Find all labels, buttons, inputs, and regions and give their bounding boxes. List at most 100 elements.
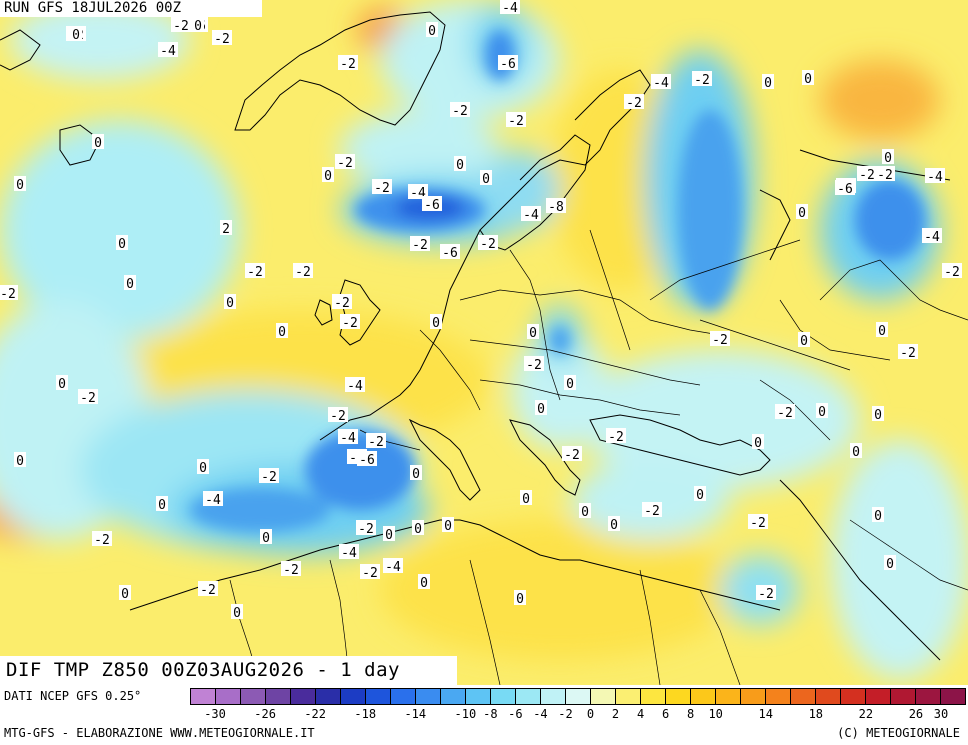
contour-label-bg xyxy=(752,434,764,449)
color-swatch xyxy=(291,689,316,704)
contour-label-bg xyxy=(259,468,279,483)
contour-label: -2 xyxy=(328,407,348,424)
color-scale-tick: 6 xyxy=(661,707,670,721)
color-swatch xyxy=(716,689,741,704)
contour-label: -2 xyxy=(562,446,582,463)
contour-label-text: -2 xyxy=(900,346,916,361)
contour-label-bg xyxy=(762,74,774,89)
contour-label-text: 0 xyxy=(420,576,428,591)
color-scale-tick: 30 xyxy=(933,707,949,721)
contour-label-text: 0 xyxy=(414,522,422,537)
contour-label-text: -2 xyxy=(214,32,230,47)
contour-label-text: -4 xyxy=(927,170,943,185)
contour-label-bg xyxy=(197,459,209,474)
contour-label-text: 0 xyxy=(522,492,530,507)
contour-label-bg xyxy=(756,585,776,600)
contour-label-bg xyxy=(203,491,223,506)
color-scale-tick: 0 xyxy=(586,707,595,721)
contour-label: 0 xyxy=(426,22,438,39)
contour-labels: -2-6-2-4-4-2-2-2-60-2-200-4-200-200-2-4-… xyxy=(0,0,962,621)
color-swatch xyxy=(216,689,241,704)
contour-label-text: 0 xyxy=(432,316,440,331)
contour-label-text: 0 xyxy=(800,334,808,349)
contour-label-text: -2 xyxy=(758,587,774,602)
contour-label-bg xyxy=(514,590,526,605)
contour-label: 0 xyxy=(410,465,422,482)
contour-label: -6 xyxy=(498,55,518,72)
contour-label-text: 0 xyxy=(754,436,762,451)
contour-label-text: -2 xyxy=(247,265,263,280)
color-swatch xyxy=(766,689,791,704)
contour-label-bg xyxy=(857,166,877,181)
contour-label: -4 xyxy=(383,558,403,575)
contour-label-text: 0 xyxy=(126,277,134,292)
temperature-anomaly-map: -2-6-2-4-4-2-2-2-60-2-200-4-200-200-2-4-… xyxy=(0,0,968,685)
color-scale-tick: -10 xyxy=(454,707,477,721)
contour-label-text: -2 xyxy=(358,522,374,537)
contour-label-bg xyxy=(816,403,828,418)
contour-label-bg xyxy=(332,294,352,309)
color-scale-tick: 10 xyxy=(708,707,723,721)
contour-label-text: -2 xyxy=(200,583,216,598)
contour-label-text: -4 xyxy=(924,230,940,245)
contour-label: 0 xyxy=(224,294,236,311)
contour-label: 0 xyxy=(276,323,288,340)
contour-label-bg xyxy=(922,228,942,243)
contour-label: -4 xyxy=(922,228,942,245)
contour-label-text: -6 xyxy=(500,57,516,72)
contour-label: -4 xyxy=(408,184,428,201)
contour-label-bg xyxy=(70,26,82,41)
color-swatch xyxy=(191,689,216,704)
color-swatch xyxy=(841,689,866,704)
contour-label-bg xyxy=(454,156,466,171)
color-swatch xyxy=(691,689,716,704)
color-scale-tick: 26 xyxy=(908,707,924,721)
contour-label: -2 xyxy=(372,179,392,196)
contour-label-bg xyxy=(124,275,136,290)
contour-label-bg xyxy=(872,406,884,421)
contour-label-bg xyxy=(408,184,428,199)
contour-label: 0 xyxy=(579,503,591,520)
contour-label-text: -4 xyxy=(502,1,518,16)
contour-label-bg xyxy=(520,490,532,505)
color-swatch xyxy=(341,689,366,704)
contour-label-text: 0 xyxy=(58,377,66,392)
contour-label-text: 0 xyxy=(764,76,772,91)
contour-label-text: -4 xyxy=(385,560,401,575)
color-scale-tick: -18 xyxy=(354,707,377,721)
contour-label: 0 xyxy=(197,459,209,476)
contour-label-bg xyxy=(500,0,520,14)
contour-label-bg xyxy=(651,74,671,89)
contour-label: -4 xyxy=(158,42,178,59)
contour-label-text: -2 xyxy=(0,287,16,302)
contour-label-text: 0 xyxy=(72,28,80,43)
contour-label-bg xyxy=(56,375,68,390)
contour-label-text: 0 xyxy=(158,498,166,513)
contour-label-text: 0 xyxy=(804,72,812,87)
contour-label-bg xyxy=(14,452,26,467)
color-scale-tick: 18 xyxy=(808,707,824,721)
contour-label: -2 xyxy=(293,263,313,280)
contour-label-bg xyxy=(345,377,365,392)
field-title: DIF TMP Z850 00Z03AUG2026 - 1 day xyxy=(0,656,457,685)
contour-label-bg xyxy=(192,17,204,32)
contour-label-bg xyxy=(624,94,644,109)
contour-label-text: -2 xyxy=(712,333,728,348)
contour-label: -2 xyxy=(360,564,380,581)
contour-label-text: -2 xyxy=(337,156,353,171)
contour-label-text: 2 xyxy=(222,222,230,237)
color-scale-tick: 8 xyxy=(687,707,695,721)
contour-label-text: -2 xyxy=(750,516,766,531)
contour-label: -2 xyxy=(92,531,112,548)
contour-label: -2 xyxy=(775,404,795,421)
color-swatch xyxy=(741,689,766,704)
color-swatch xyxy=(891,689,916,704)
color-swatch xyxy=(441,689,466,704)
contour-label-bg xyxy=(260,529,272,544)
contour-label-bg xyxy=(440,244,460,259)
contour-label-text: -2 xyxy=(374,181,390,196)
contour-label-text: -2 xyxy=(480,237,496,252)
contour-label-bg xyxy=(527,324,539,339)
contour-label: 0 xyxy=(694,486,706,503)
contour-label-text: -2 xyxy=(452,104,468,119)
